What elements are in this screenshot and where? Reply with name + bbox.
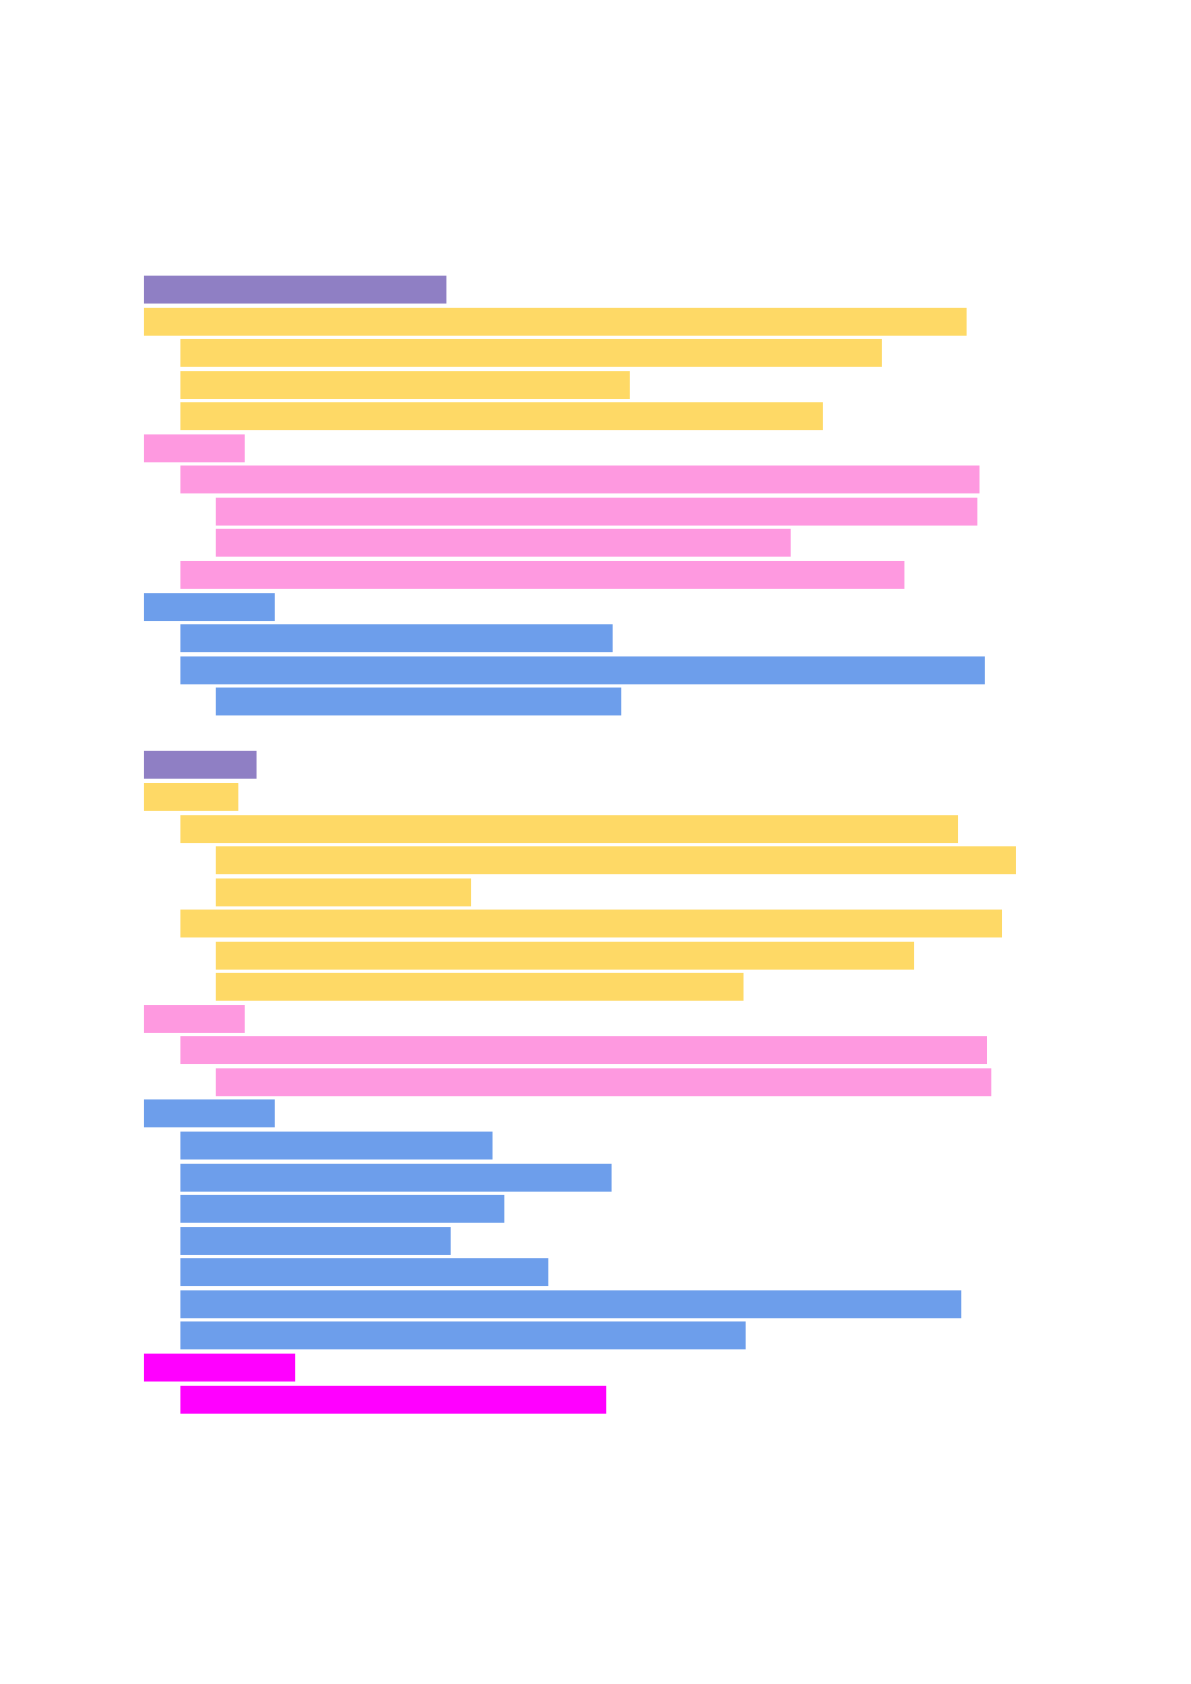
blue-text-block <box>180 1194 505 1223</box>
yellow-text-block <box>180 909 1003 938</box>
blue-text-block <box>143 1099 275 1128</box>
pink-text-block <box>143 434 245 463</box>
yellow-text-block <box>215 972 744 1001</box>
yellow-text-block <box>215 878 472 907</box>
blue-text-block <box>180 624 613 653</box>
yellow-text-block <box>180 815 959 844</box>
blue-text-block <box>180 1290 962 1319</box>
yellow-text-block <box>143 783 239 811</box>
yellow-text-block <box>215 941 915 970</box>
pink-text-block <box>215 497 978 526</box>
yellow-text-block <box>143 307 967 336</box>
pink-text-block <box>180 465 980 494</box>
blue-text-block <box>180 1163 612 1192</box>
blue-text-block <box>180 656 985 685</box>
blue-text-block <box>180 1321 746 1350</box>
magenta-text-block <box>180 1385 607 1414</box>
yellow-text-block <box>180 402 823 431</box>
yellow-text-block <box>215 846 1016 875</box>
blue-text-block <box>180 1131 493 1160</box>
blue-text-block <box>143 593 275 622</box>
section-heading-block <box>143 750 257 779</box>
pink-text-block <box>215 528 791 557</box>
pink-text-block <box>180 1036 988 1065</box>
pink-text-block <box>215 1068 992 1097</box>
section-heading-block <box>143 275 447 304</box>
pink-text-block <box>143 1005 245 1033</box>
magenta-text-block <box>143 1353 296 1382</box>
yellow-text-block <box>180 371 630 400</box>
blue-text-block <box>215 687 622 716</box>
blue-text-block <box>180 1258 549 1287</box>
pink-text-block <box>180 560 905 589</box>
blue-text-block <box>180 1227 451 1255</box>
yellow-text-block <box>180 338 882 367</box>
